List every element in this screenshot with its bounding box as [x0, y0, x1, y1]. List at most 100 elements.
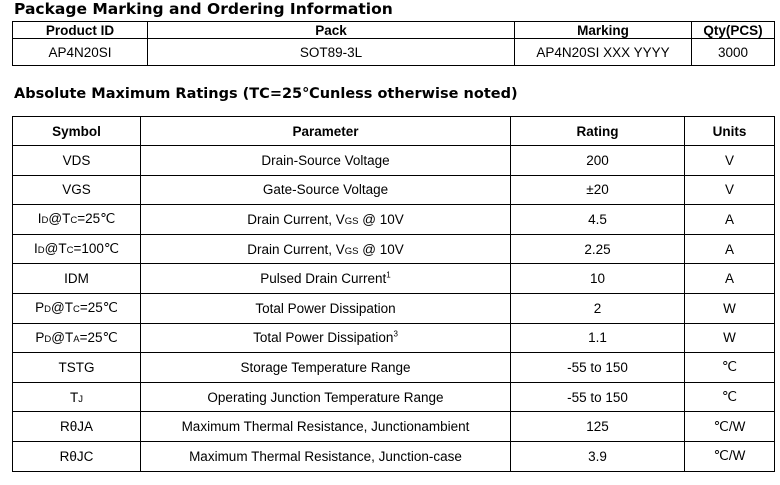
- parameter-text: Total Power Dissipation: [255, 300, 396, 316]
- parameter-cell: Gate-Source Voltage: [140, 174, 511, 206]
- unit-cell: V: [684, 145, 775, 176]
- symbol-cell: RθJA: [12, 411, 141, 442]
- symbol-text: =25℃: [79, 300, 118, 316]
- ratings-section-title: Absolute Maximum Ratings (TC=25℃unless o…: [14, 86, 518, 102]
- symbol-subscript: D: [37, 245, 45, 257]
- symbol-text: VDS: [62, 152, 91, 168]
- ratings-body: VDS Drain-Source Voltage 200 V VGS Gate-Sourc…: [12, 145, 775, 472]
- ratings-row: VGS Gate-Source Voltage ±20 V: [12, 174, 775, 206]
- symbol-text: P: [35, 300, 45, 316]
- ratings-table: Symbol Parameter Rating Units VDS Drain-S…: [12, 116, 775, 472]
- header-pack: Pack: [147, 21, 515, 39]
- unit-cell: ℃/W: [684, 411, 775, 442]
- symbol-text: TSTG: [58, 359, 95, 375]
- ratings-row: RθJA Maximum Thermal Resistance, Junction…: [12, 411, 775, 442]
- footnote-marker: 1: [386, 270, 391, 280]
- rating-cell: ±20: [510, 174, 685, 206]
- rating-cell: 4.5: [510, 204, 685, 235]
- pack-cell: SOT89-3L: [147, 38, 515, 66]
- symbol-text: IDM: [64, 271, 89, 287]
- ratings-row: IDM Pulsed Drain Current1 10 A: [12, 263, 775, 294]
- unit-cell: A: [684, 263, 775, 294]
- symbol-text: RθJA: [59, 419, 93, 435]
- symbol-text: I: [37, 211, 42, 227]
- symbol-cell: VGS: [12, 174, 141, 206]
- unit-cell: A: [684, 233, 775, 265]
- header-qty: Qty(PCS): [691, 21, 775, 39]
- symbol-subscript: D: [44, 333, 52, 345]
- unit-cell: W: [684, 322, 775, 354]
- symbol-subscript: C: [72, 304, 80, 316]
- ratings-header-row: Symbol Parameter Rating Units: [12, 116, 775, 146]
- header-rating: Rating: [510, 116, 685, 146]
- parameter-cell: Drain Current, VGS @ 10V: [140, 204, 511, 235]
- symbol-text: @T: [48, 211, 71, 227]
- unit-cell: ℃/W: [684, 440, 775, 472]
- rating-cell: 2: [510, 292, 685, 324]
- symbol-cell: PD@TA=25℃: [12, 322, 141, 354]
- parameter-text: Drain-Source Voltage: [261, 152, 390, 168]
- symbol-text: T: [70, 389, 79, 405]
- symbol-subscript: A: [73, 333, 80, 345]
- symbol-text: RθJC: [59, 448, 94, 464]
- symbol-cell: ID@TC=25℃: [12, 204, 141, 235]
- header-symbol: Symbol: [12, 116, 141, 146]
- parameter-cell: Total Power Dissipation: [140, 292, 511, 324]
- symbol-subscript: C: [66, 245, 74, 257]
- symbol-cell: ID@TC=100℃: [12, 233, 141, 265]
- parameter-text: Maximum Thermal Resistance, Junctionambi…: [181, 419, 470, 435]
- parameter-text: Drain Current, V: [247, 241, 345, 257]
- rating-cell: 125: [510, 411, 685, 442]
- rating-cell: 200: [510, 145, 685, 176]
- ratings-row: VDS Drain-Source Voltage 200 V: [12, 145, 775, 176]
- parameter-text: Drain Current, V: [247, 211, 345, 227]
- symbol-cell: IDM: [12, 263, 141, 294]
- parameter-text: Storage Temperature Range: [240, 359, 411, 375]
- symbol-cell: TSTG: [12, 352, 141, 383]
- parameter-text: Maximum Thermal Resistance, Junction-cas…: [189, 448, 462, 464]
- parameter-cell: Storage Temperature Range: [140, 352, 511, 383]
- ratings-row: ID@TC=25℃ Drain Current, VGS @ 10V 4.5 A: [12, 204, 775, 235]
- header-product-id: Product ID: [12, 21, 148, 39]
- product-id-cell: AP4N20SI: [12, 38, 148, 66]
- symbol-text: =100℃: [73, 241, 120, 257]
- unit-cell: ℃: [684, 352, 775, 383]
- rating-cell: -55 to 150: [510, 352, 685, 383]
- header-units: Units: [684, 116, 775, 146]
- ordering-table: Product ID Pack Marking Qty(PCS) AP4N20S…: [12, 21, 775, 66]
- header-marking: Marking: [514, 21, 692, 39]
- header-parameter: Parameter: [140, 116, 511, 146]
- parameter-cell: Drain Current, VGS @ 10V: [140, 233, 511, 265]
- marking-cell: AP4N20SI XXX YYYY: [514, 38, 692, 66]
- ratings-row: TJ Operating Junction Temperature Range -5…: [12, 381, 775, 413]
- rating-cell: 3.9: [510, 440, 685, 472]
- ratings-row: ID@TC=100℃ Drain Current, VGS @ 10V 2.25 A: [12, 233, 775, 265]
- ordering-header-row: Product ID Pack Marking Qty(PCS): [12, 21, 775, 39]
- parameter-text: Pulsed Drain Current: [260, 271, 387, 287]
- parameter-text: Operating Junction Temperature Range: [207, 389, 444, 405]
- symbol-text: I: [33, 241, 38, 257]
- rating-cell: 1.1: [510, 322, 685, 354]
- unit-cell: V: [684, 174, 775, 206]
- parameter-cell: Drain-Source Voltage: [140, 145, 511, 176]
- parameter-text: Gate-Source Voltage: [262, 182, 389, 198]
- parameter-text: @ 10V: [358, 241, 404, 257]
- unit-cell: A: [684, 204, 775, 235]
- rating-cell: 2.25: [510, 233, 685, 265]
- symbol-cell: RθJC: [12, 440, 141, 472]
- parameter-cell: Pulsed Drain Current1: [140, 263, 511, 294]
- unit-cell: ℃: [684, 381, 775, 413]
- symbol-text: P: [35, 329, 45, 345]
- parameter-text: @ 10V: [358, 211, 404, 227]
- symbol-cell: PD@TC=25℃: [12, 292, 141, 324]
- symbol-text: =25℃: [79, 329, 118, 345]
- parameter-cell: Total Power Dissipation3: [140, 322, 511, 354]
- footnote-marker: 3: [393, 329, 398, 339]
- symbol-subscript: C: [70, 215, 78, 227]
- parameter-subscript: GS: [344, 245, 359, 257]
- symbol-subscript: D: [44, 304, 51, 316]
- parameter-cell: Maximum Thermal Resistance, Junction-cas…: [140, 440, 511, 472]
- symbol-text: @T: [51, 329, 74, 345]
- parameter-cell: Operating Junction Temperature Range: [140, 381, 511, 413]
- ordering-row: AP4N20SI SOT89-3L AP4N20SI XXX YYYY 3000: [12, 38, 775, 66]
